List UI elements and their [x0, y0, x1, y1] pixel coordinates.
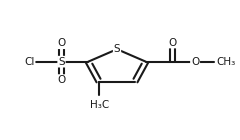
Text: O: O — [191, 57, 199, 67]
Text: H₃C: H₃C — [90, 100, 109, 110]
Text: S: S — [114, 44, 120, 54]
Text: CH₃: CH₃ — [217, 57, 236, 67]
Text: O: O — [168, 38, 177, 48]
Text: O: O — [57, 38, 66, 48]
Text: Cl: Cl — [24, 57, 35, 67]
Text: S: S — [58, 57, 65, 67]
Text: O: O — [57, 75, 66, 85]
